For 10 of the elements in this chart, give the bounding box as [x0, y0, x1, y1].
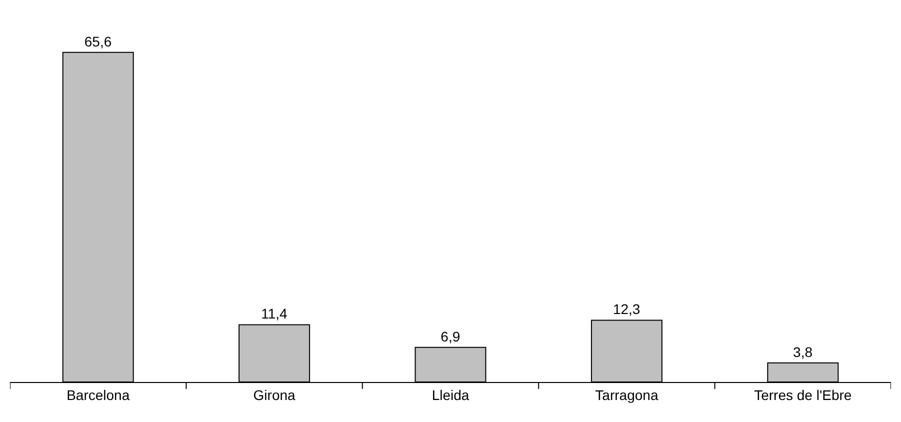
data-label: 6,9 — [440, 328, 460, 344]
x-tick-label: Tarragona — [595, 386, 658, 403]
data-label: 11,4 — [261, 306, 288, 322]
x-tick-label: Girona — [253, 386, 296, 403]
data-label: 65,6 — [84, 33, 112, 50]
x-tick-label: Barcelona — [66, 386, 130, 403]
data-label: 12,3 — [612, 301, 640, 318]
x-tick-label: Lleida — [432, 386, 470, 403]
data-label: 3,8 — [793, 344, 813, 360]
x-tick-label: Terres de l'Ebre — [754, 386, 852, 403]
